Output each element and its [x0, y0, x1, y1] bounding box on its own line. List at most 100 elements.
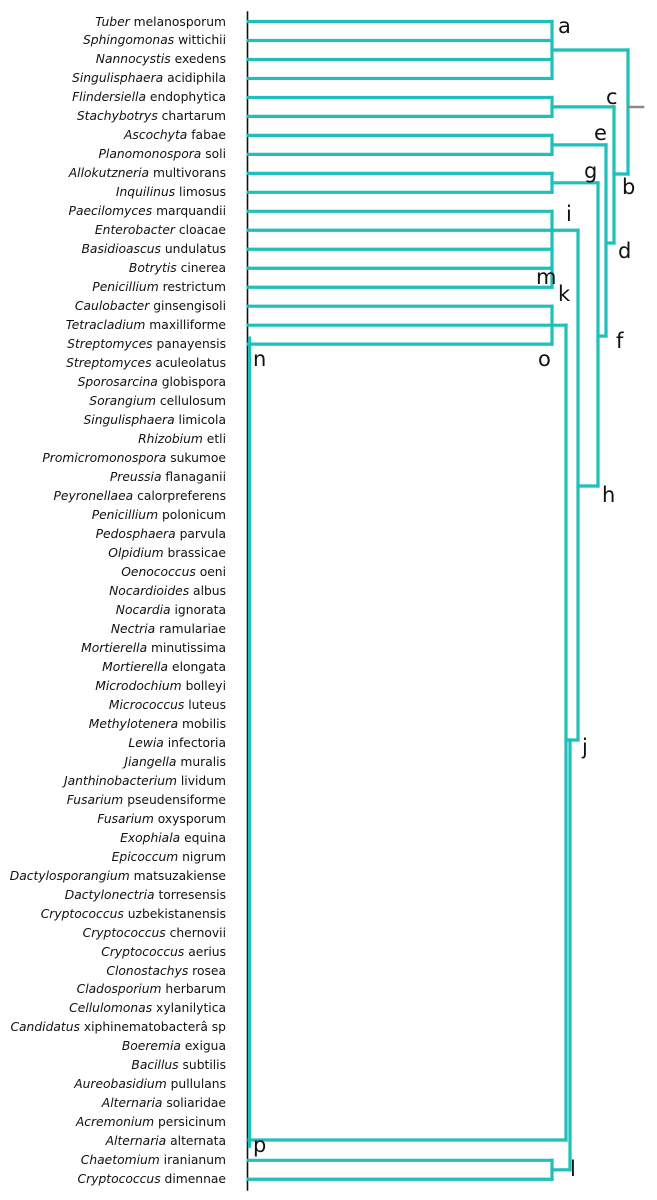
taxon-genus: Oenococcus [121, 564, 196, 579]
taxon-label: Fusarium pseudensiforme [67, 792, 226, 808]
taxon-genus: Janthinobacterium [63, 773, 177, 788]
taxon-species: exigua [180, 1039, 226, 1054]
taxon-label: Sorangium cellulosum [89, 393, 226, 409]
taxon-label: Singulisphaera acidiphila [72, 70, 226, 86]
taxon-genus: Acremonium [75, 1115, 155, 1130]
taxon-genus: Cryptococcus [77, 1172, 161, 1187]
taxon-genus: Rhizobium [138, 432, 203, 447]
taxon-species: herbarum [161, 982, 226, 997]
taxon-species: pullulans [166, 1077, 226, 1092]
taxon-species: aerius [184, 944, 226, 959]
taxon-species: limicola [174, 413, 226, 428]
taxon-genus: Ascochyta [124, 128, 188, 143]
taxon-species: exedens [170, 52, 226, 67]
taxon-label: Streptomyces aculeolatus [66, 355, 226, 371]
taxon-genus: Nocardia [115, 602, 171, 617]
taxon-label: Cryptococcus chernovii [83, 925, 226, 941]
taxon-label: Sporosarcina globispora [78, 374, 226, 390]
node-label-n: n [253, 347, 266, 371]
taxon-label: Cladosporium herbarum [77, 981, 226, 997]
taxon-species: limosus [175, 185, 226, 200]
node-label-p: p [253, 1133, 266, 1157]
taxon-species: iranianum [159, 1153, 226, 1168]
taxon-label: Nectria ramulariae [111, 621, 226, 637]
taxon-label: Nannocystis exedens [96, 51, 226, 67]
taxon-genus: Penicillium [92, 280, 159, 295]
taxon-species: ginsengisoli [149, 299, 226, 314]
node-label-g: g [584, 159, 597, 183]
taxon-species: sukumoe [166, 451, 226, 466]
taxon-genus: Singulisphaera [72, 71, 164, 86]
taxon-species: cloacae [174, 223, 226, 238]
taxon-species: mobilis [178, 716, 226, 731]
taxon-genus: Streptomyces [66, 356, 152, 371]
taxon-label: Epicoccum nigrum [112, 849, 226, 865]
taxon-label: Clonostachys rosea [106, 963, 226, 979]
taxon-genus: Cladosporium [76, 982, 162, 997]
taxon-species: acidiphila [163, 71, 226, 86]
taxon-species: albus [189, 583, 226, 598]
taxon-species: minutissima [147, 640, 226, 655]
taxon-label: Dactylosporangium matsuzakiense [10, 868, 226, 884]
taxon-label: Acremonium persicinum [76, 1114, 226, 1130]
taxon-genus: Promicromonospora [42, 451, 167, 466]
taxon-label: Sphingomonas wittichii [83, 32, 226, 48]
taxon-species: undulatus [160, 242, 226, 257]
taxon-label: Bacillus subtilis [131, 1057, 226, 1073]
taxon-genus: Streptomyces [67, 337, 153, 352]
taxon-species: bolleyi [181, 678, 226, 693]
taxon-genus: Stachybotrys [76, 109, 158, 124]
taxon-species: oxysporum [153, 811, 226, 826]
taxon-species: cinerea [176, 261, 226, 276]
taxon-species: matsuzakiense [129, 868, 226, 883]
node-label-h: h [602, 483, 615, 507]
taxon-genus: Fusarium [66, 792, 124, 807]
taxon-genus: Allokutzneria [68, 166, 150, 181]
taxon-species: uzbekistanensis [123, 906, 226, 921]
taxon-genus: Microdochium [95, 678, 182, 693]
taxon-genus: Candidatus [10, 1020, 80, 1035]
taxon-species: soli [201, 147, 226, 162]
taxon-label: Basidioascus undulatus [81, 241, 226, 257]
taxon-species: etli [202, 432, 226, 447]
taxon-species: chernovii [165, 925, 226, 940]
taxon-species: elongata [168, 659, 226, 674]
taxon-genus: Basidioascus [81, 242, 161, 257]
node-label-k: k [558, 282, 571, 306]
node-label-i: i [566, 202, 572, 226]
taxon-genus: Chaetomium [80, 1153, 160, 1168]
taxon-genus: Sporosarcina [77, 375, 158, 390]
taxon-label: Enterobacter cloacae [95, 222, 226, 238]
taxon-label: Mortierella elongata [102, 659, 226, 675]
taxon-species: flanaganii [161, 470, 226, 485]
taxon-species: calorpreferens [133, 489, 226, 503]
taxon-label: Caulobacter ginsengisoli [75, 298, 226, 314]
taxon-label: Inquilinus limosus [116, 184, 226, 200]
taxon-genus: Olpidium [108, 545, 164, 560]
taxon-label: Janthinobacterium lividum [64, 773, 226, 789]
taxon-genus: Nectria [110, 621, 156, 636]
taxon-label: Alternaria alternata [106, 1133, 226, 1149]
node-label-c: c [606, 85, 618, 109]
taxon-label: Botrytis cinerea [129, 260, 226, 276]
taxon-species: luteus [184, 697, 226, 712]
taxon-species: melanosporum [129, 14, 226, 29]
taxon-label: Boeremia exigua [122, 1038, 226, 1054]
taxon-species: endophytica [145, 90, 226, 105]
taxon-species: nigrum [178, 849, 226, 864]
taxon-label: Olpidium brassicae [108, 545, 226, 561]
taxon-species: marquandii [152, 204, 226, 219]
taxon-species: soliaridae [162, 1096, 226, 1111]
taxon-species: muralis [176, 754, 226, 769]
taxon-label: Cryptococcus dimennae [78, 1171, 226, 1187]
taxon-label: Chaetomium iranianum [81, 1152, 226, 1168]
taxon-genus: Tetracladium [65, 318, 146, 333]
taxon-label: Penicillium restrictum [92, 279, 226, 295]
taxon-label: Singulisphaera limicola [83, 412, 226, 428]
taxon-label: Candidatus xiphinematobacterâ sp [10, 1019, 226, 1035]
taxon-species: subtilis [178, 1058, 227, 1073]
taxon-genus: Nocardioides [109, 583, 190, 598]
taxon-species: xiphinematobacterâ sp [79, 1020, 226, 1035]
